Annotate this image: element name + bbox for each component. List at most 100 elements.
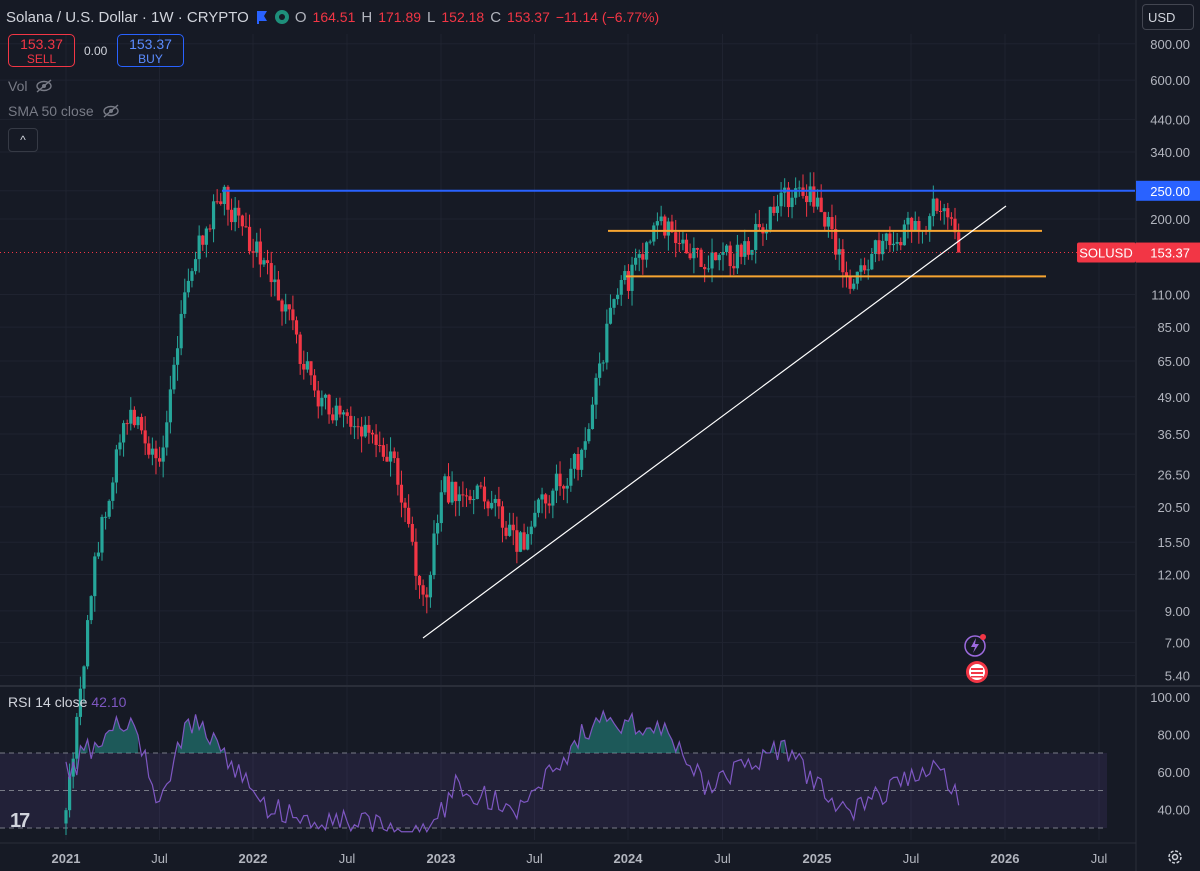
low-label: L [427, 8, 436, 26]
candle-body [710, 252, 714, 269]
candle-body [251, 251, 255, 253]
candle-body [794, 188, 798, 198]
candle-body [863, 265, 867, 271]
candle-body [341, 412, 346, 415]
candle-body [129, 409, 133, 424]
chevron-up-icon[interactable]: ^ [8, 128, 38, 152]
drawn-lines [0, 189, 1135, 639]
candle-body [594, 377, 598, 405]
rsi-overbought-fill [762, 741, 774, 753]
indicator-vol[interactable]: Vol [8, 78, 53, 94]
candle-body [226, 186, 230, 210]
candle-body [859, 265, 863, 272]
candle-body [881, 240, 885, 255]
candle-body [143, 430, 147, 444]
candle-body [830, 217, 834, 230]
candle-body [85, 620, 90, 667]
candle-body [946, 208, 950, 218]
spread-value: 0.00 [84, 44, 108, 58]
candle-body [287, 304, 291, 310]
candle-body [695, 248, 700, 250]
candle-body [558, 473, 562, 487]
price-tag-250-bg [1136, 180, 1200, 201]
candle-body [121, 423, 126, 443]
change-value: −11.14 (−6.77%) [555, 9, 660, 25]
candle-body [378, 444, 382, 446]
candle-body [233, 207, 237, 223]
candle-body [100, 516, 104, 553]
candle-body [576, 453, 580, 470]
candle-body [450, 481, 454, 503]
candle-body [78, 688, 82, 717]
eye-off-icon[interactable] [35, 79, 53, 93]
x-tick-label: 2022 [239, 851, 268, 866]
candle-body [334, 405, 338, 421]
candle-body [118, 442, 122, 450]
candle-body [388, 451, 393, 462]
lightning-icon[interactable] [962, 633, 988, 657]
y-tick-label: 440.00 [1150, 112, 1190, 127]
candle-body [111, 482, 115, 501]
buy-button[interactable]: 153.37 BUY [117, 34, 184, 67]
candle-body [739, 244, 743, 257]
chart-logo-icon[interactable]: 17 [10, 810, 30, 832]
candle-body [895, 241, 899, 244]
indicator-sma[interactable]: SMA 50 close [8, 103, 120, 119]
last-price-tag-bg [1136, 242, 1200, 263]
candle-body [125, 423, 129, 425]
candle-body [779, 192, 783, 207]
candle-body [504, 527, 508, 536]
candle-body [309, 361, 313, 376]
candle-body [913, 220, 917, 232]
candle-body [500, 506, 505, 528]
close-value: 153.37 [507, 9, 550, 25]
rsi-legend[interactable]: RSI 14 close 42.10 [8, 694, 126, 710]
candle-body [957, 232, 961, 253]
candle-body [443, 476, 447, 493]
indicator-vol-label: Vol [8, 78, 28, 94]
symbol-tag-bg [1077, 242, 1136, 263]
candle-body [497, 498, 501, 507]
candle-body [902, 224, 906, 246]
candle-body [211, 201, 216, 230]
candle-body [834, 229, 838, 255]
y-tick-label: 200.00 [1150, 212, 1190, 227]
candle-body [457, 494, 461, 502]
symbol-title[interactable]: Solana / U.S. Dollar · 1W · CRYPTO [6, 8, 249, 26]
candle-body [743, 241, 747, 257]
candle-body [754, 224, 758, 250]
candle-body [526, 534, 530, 550]
candle-body [619, 280, 623, 295]
currency-select[interactable]: USD [1142, 4, 1194, 30]
candle-body [746, 241, 750, 255]
candle-body [262, 260, 266, 265]
candle-body [648, 241, 652, 243]
candle-body [370, 432, 375, 435]
candle-body [139, 416, 144, 431]
flag-icon[interactable] [255, 10, 269, 24]
candle-body [630, 264, 634, 291]
candle-body [877, 240, 881, 255]
y-tick-label: 26.50 [1157, 467, 1190, 482]
candle-body [276, 279, 281, 301]
candle-body [634, 257, 638, 265]
y-tick-label: 85.00 [1157, 320, 1190, 335]
y-tick-label: 7.00 [1165, 636, 1190, 651]
open-value: 164.51 [312, 9, 356, 25]
us-flag-icon[interactable] [965, 660, 989, 684]
candle-body [931, 198, 935, 217]
candle-body [255, 241, 259, 253]
y-tick-label: 20.50 [1157, 500, 1190, 515]
candle-body [186, 280, 190, 293]
candle-body [493, 498, 497, 503]
eye-off-icon[interactable] [102, 104, 120, 118]
candle-body [201, 235, 205, 245]
rsi-overbought-fill [781, 740, 785, 753]
candle-body [703, 266, 707, 270]
candle-body [888, 233, 892, 246]
gear-icon[interactable] [1166, 848, 1184, 866]
sell-button[interactable]: 153.37 SELL [8, 34, 75, 67]
